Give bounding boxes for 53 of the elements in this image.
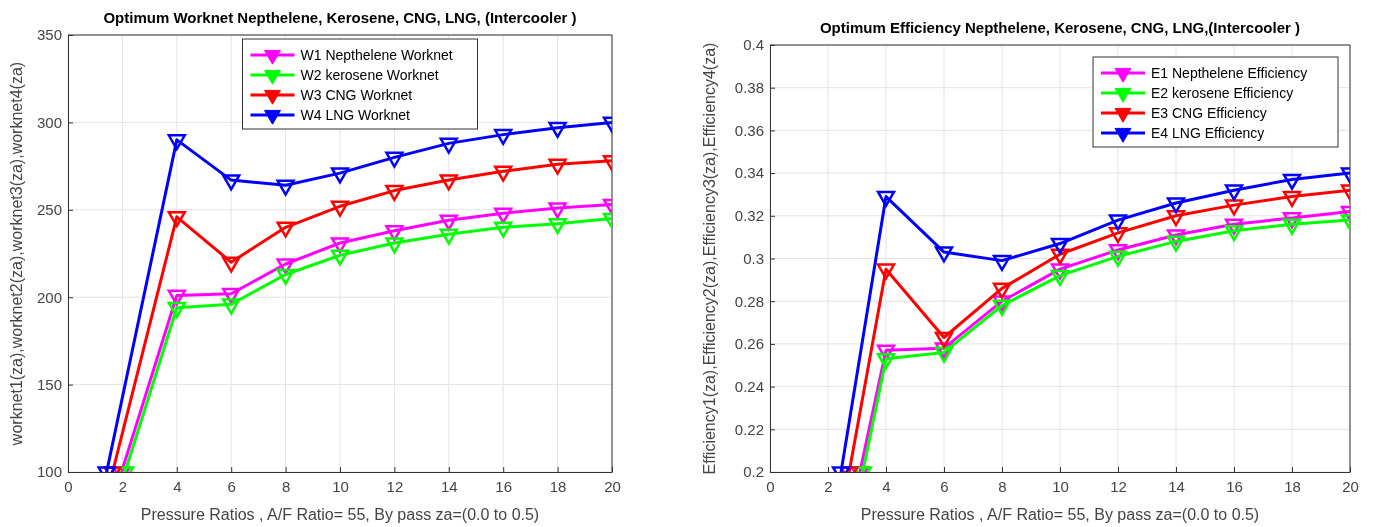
- y-tick-label: 0.2: [743, 463, 764, 481]
- x-tick-label: 18: [1284, 477, 1301, 495]
- legend-label: W1 Nepthelene Worknet: [300, 47, 453, 63]
- x-tick-label: 10: [1052, 477, 1069, 495]
- y-tick-label: 0.36: [734, 121, 764, 139]
- x-tick-label: 20: [1342, 477, 1359, 495]
- x-tick-label: 8: [281, 477, 291, 495]
- legend-label: E3 CNG Efficiency: [1151, 105, 1267, 121]
- y-tick-label: 300: [36, 113, 62, 131]
- x-tick-label: 10: [332, 477, 349, 495]
- x-tick-label: 4: [882, 477, 891, 495]
- chart-title: Optimum Efficiency Nepthelene, Kerosene, CNG, LNG,(Intercooler ): [819, 19, 1301, 36]
- y-axis-title: worknet1(za),worknet2(za),worknet3(za),worknet4(za): [8, 61, 25, 447]
- y-tick-label: 0.3: [743, 249, 764, 267]
- x-tick-label: 14: [1168, 477, 1185, 495]
- x-tick-label: 20: [604, 477, 621, 495]
- y-tick-label: 350: [36, 26, 62, 44]
- x-axis-title: Pressure Ratios , A/F Ratio= 55, By pass za=(0.0 to 0.5): [860, 506, 1260, 523]
- y-tick-label: 0.22: [734, 420, 764, 438]
- x-tick-label: 12: [386, 477, 404, 495]
- x-tick-label: 18: [549, 477, 567, 495]
- x-tick-label: 6: [227, 477, 236, 495]
- legend-label: E2 kerosene Efficiency: [1151, 85, 1294, 101]
- x-tick-label: 2: [118, 477, 128, 495]
- y-tick-label: 0.4: [743, 36, 764, 54]
- y-tick-label: 0.28: [734, 292, 764, 310]
- y-tick-label: 0.26: [734, 335, 764, 353]
- y-tick-label: 150: [36, 375, 62, 393]
- legend-label: E4 LNG Efficiency: [1151, 125, 1265, 141]
- legend-label: W4 LNG Worknet: [300, 107, 411, 123]
- y-tick-label: 100: [36, 463, 62, 481]
- y-tick-label: 0.34: [734, 164, 764, 182]
- x-tick-label: 6: [940, 477, 949, 495]
- y-tick-label: 250: [36, 201, 62, 219]
- x-tick-label: 12: [1110, 477, 1127, 495]
- x-axis-title: Pressure Ratios , A/F Ratio= 55, By pass za=(0.0 to 0.5): [140, 506, 540, 523]
- x-tick-label: 0: [766, 477, 775, 495]
- x-tick-label: 4: [173, 477, 182, 495]
- x-tick-label: 16: [1226, 477, 1243, 495]
- x-tick-label: 16: [495, 477, 513, 495]
- y-tick-label: 200: [36, 288, 62, 306]
- y-tick-label: 0.24: [734, 377, 764, 395]
- legend-label: W3 CNG Worknet: [300, 87, 413, 103]
- x-tick-label: 14: [440, 477, 458, 495]
- x-tick-label: 2: [824, 477, 833, 495]
- x-tick-label: 0: [64, 477, 73, 495]
- legend-label: W2 kerosene Worknet: [300, 67, 439, 83]
- x-tick-label: 8: [998, 477, 1007, 495]
- y-tick-label: 0.38: [734, 79, 764, 96]
- y-axis-title: Efficiency1(za),Efficiency2(za),Efficiency3(za),Efficiency4(za): [701, 42, 718, 475]
- legend-label: E1 Nepthelene Efficiency: [1151, 65, 1308, 81]
- chart-title: Optimum Worknet Nepthelene, Kerosene, CNG, LNG, (Intercooler ): [103, 9, 577, 26]
- y-tick-label: 0.32: [734, 207, 764, 225]
